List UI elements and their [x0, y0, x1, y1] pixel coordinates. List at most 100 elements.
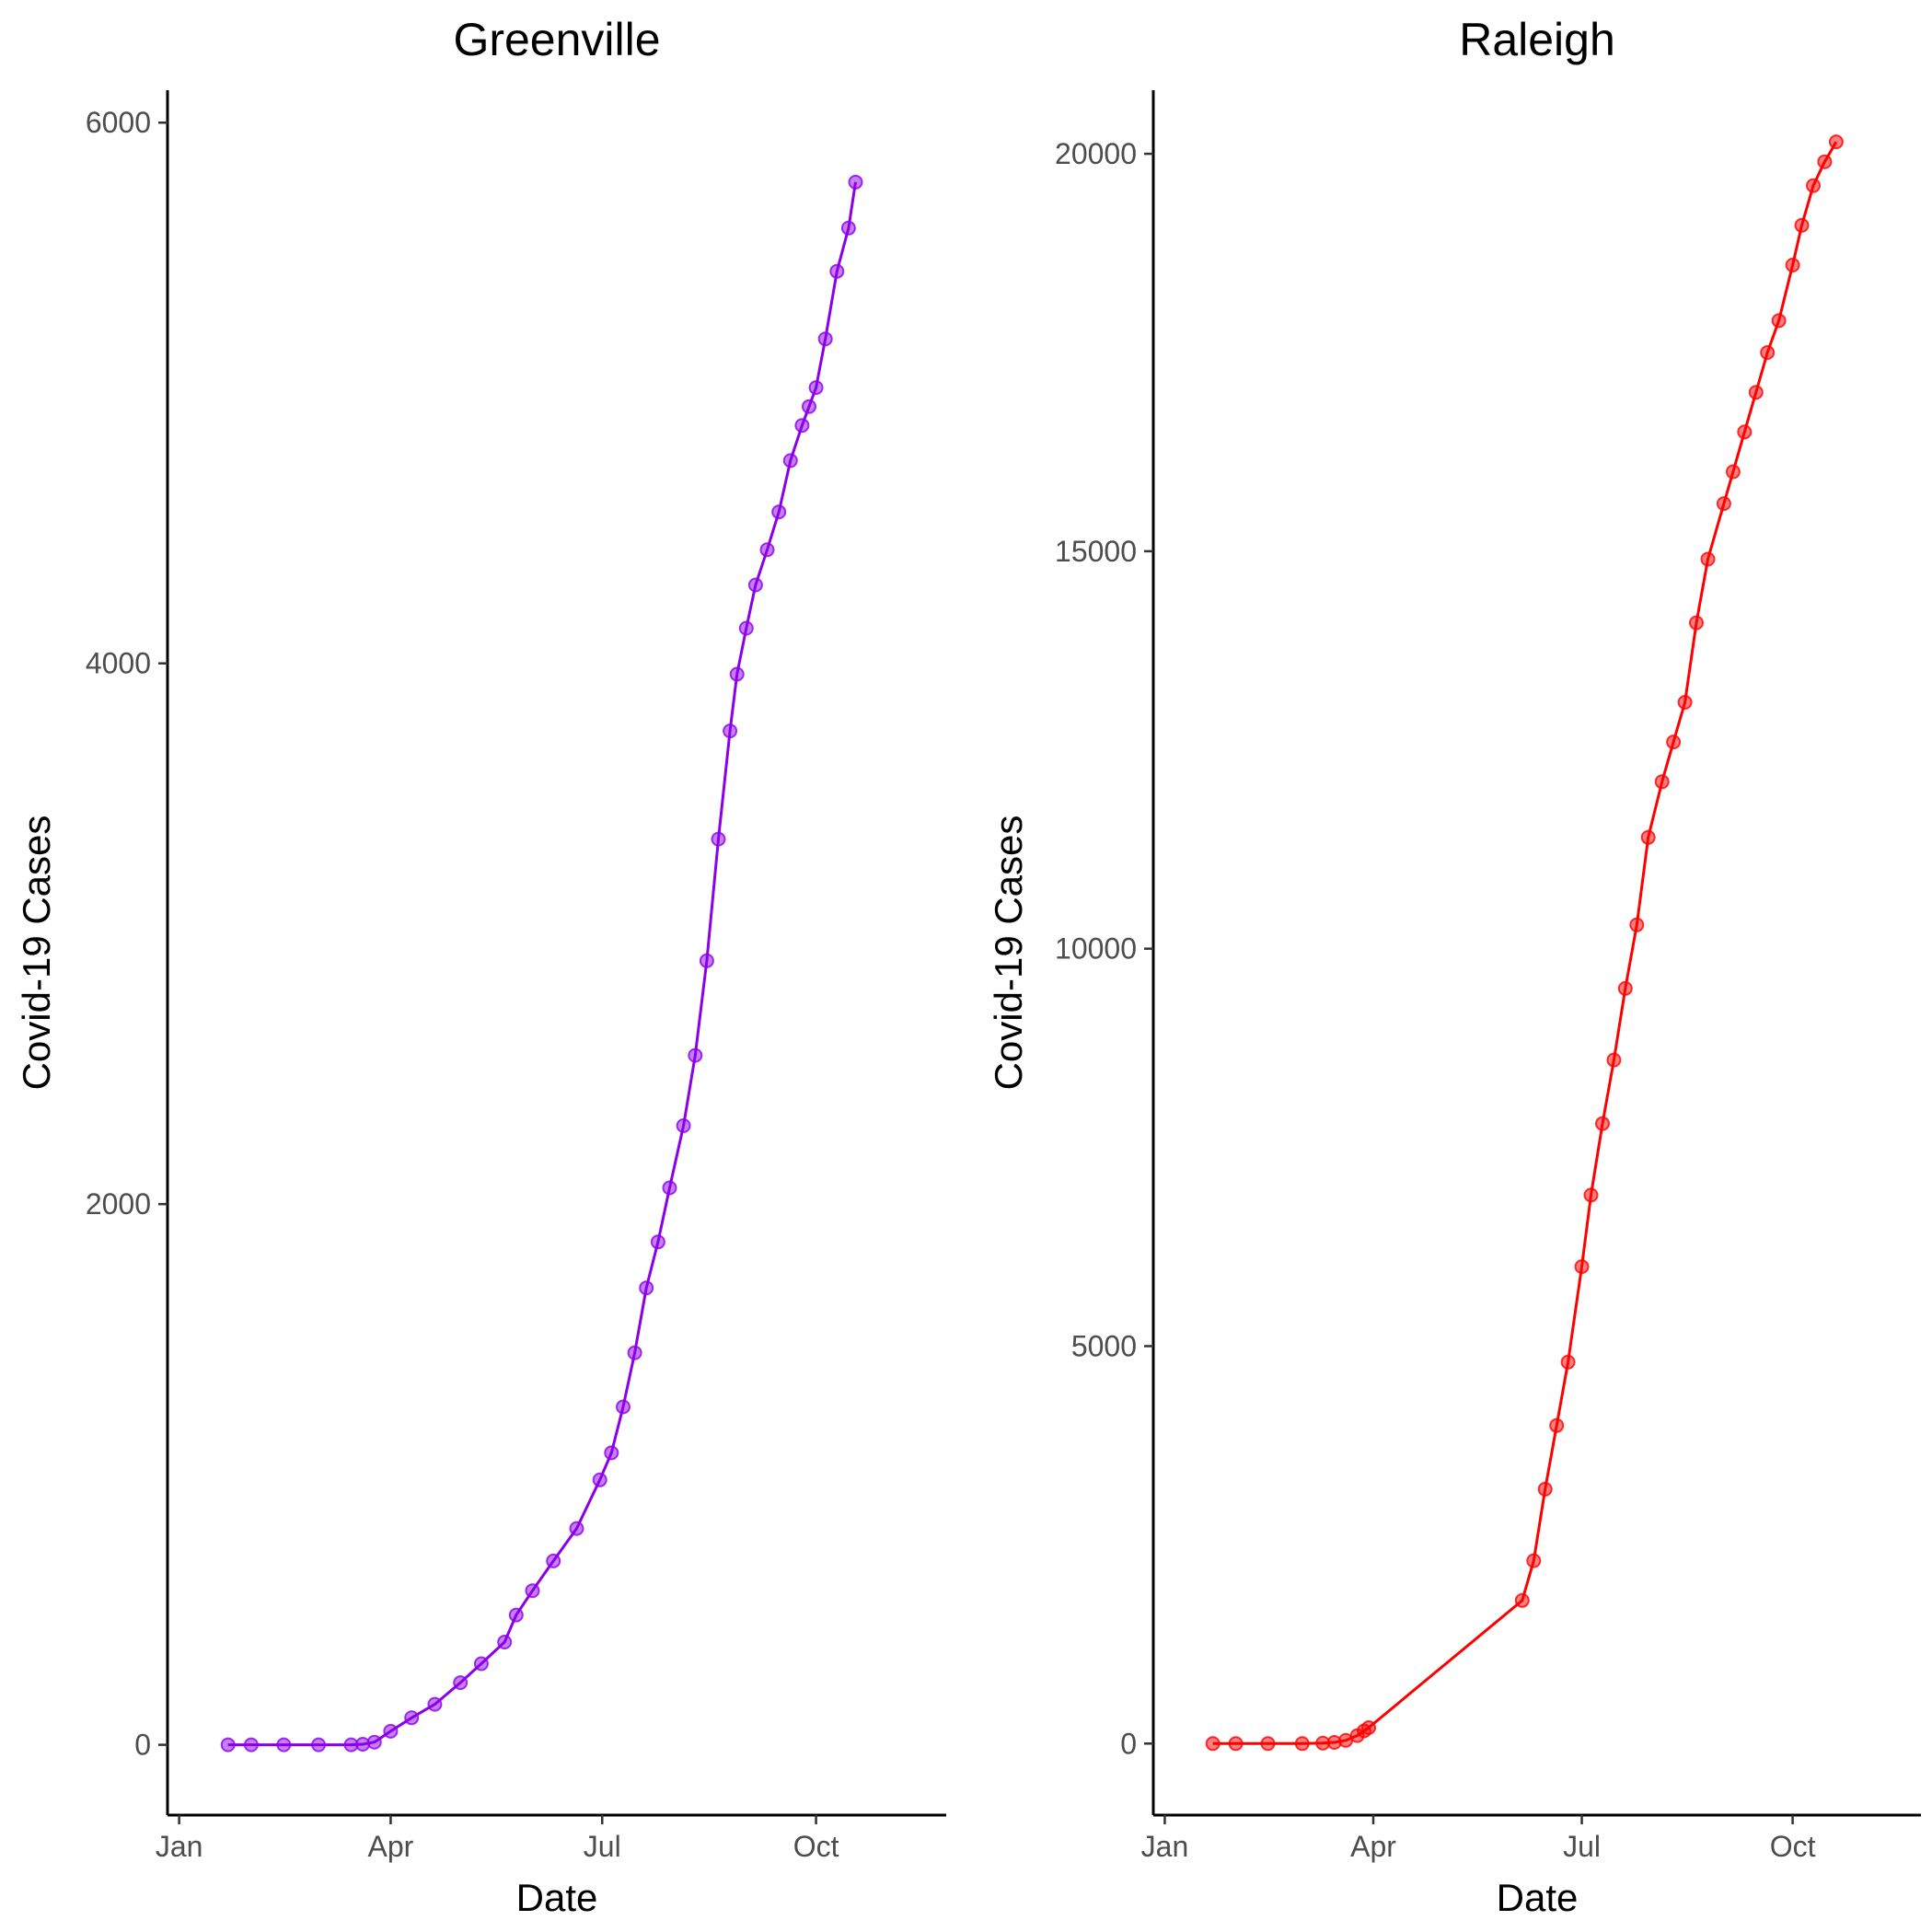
- data-point: [729, 666, 745, 682]
- data-point: [220, 1737, 236, 1753]
- data-point: [497, 1635, 513, 1649]
- data-point: [817, 331, 833, 347]
- data-point: [1595, 1116, 1610, 1131]
- plot-area-greenville: 0 2000 4000 6000 Jan Apr Jul Oct: [86, 90, 946, 1863]
- data-point: [1583, 1187, 1599, 1203]
- data-point: [1794, 217, 1810, 233]
- data-point: [794, 418, 810, 434]
- data-point: [1737, 424, 1753, 440]
- data-point: [808, 380, 824, 396]
- x-tick-label: Jan: [156, 1830, 203, 1863]
- data-point: [1260, 1736, 1276, 1752]
- data-point: [311, 1737, 327, 1753]
- data-point: [546, 1553, 561, 1568]
- data-point: [829, 263, 845, 279]
- y-tick-label: 0: [1120, 1727, 1137, 1760]
- data-point: [355, 1737, 371, 1752]
- data-point: [738, 620, 754, 636]
- series-line: [227, 181, 857, 1747]
- x-axis-label: Date: [516, 1876, 598, 1919]
- data-point: [616, 1399, 631, 1415]
- data-point: [1689, 615, 1704, 631]
- x-tick-label: Jul: [584, 1830, 621, 1863]
- data-point: [1640, 829, 1656, 845]
- data-point: [525, 1583, 540, 1599]
- data-point: [1629, 917, 1645, 932]
- data-point: [747, 577, 763, 593]
- x-tick-label: Oct: [793, 1830, 839, 1863]
- y-tick-label: 2000: [86, 1187, 151, 1221]
- data-point: [711, 831, 726, 847]
- data-point: [1725, 464, 1741, 480]
- data-point: [1549, 1417, 1565, 1433]
- data-point: [1537, 1481, 1553, 1497]
- chart-title: Greenville: [453, 14, 660, 65]
- panel-raleigh: Raleigh 0 5000 10000 15000 20000 Jan Apr Jul Oct…: [987, 14, 1921, 1919]
- data-point: [1760, 345, 1776, 360]
- panel-greenville: Greenville 0 2000 4000 6000 Jan Apr Jul Oct Dat…: [15, 14, 946, 1919]
- data-point: [1361, 1720, 1376, 1735]
- data-point: [1771, 313, 1787, 329]
- y-axis-label: Covid-19 Cases: [15, 816, 58, 1091]
- data-point: [639, 1280, 654, 1296]
- data-point: [569, 1521, 584, 1536]
- x-tick-label: Oct: [1770, 1830, 1816, 1863]
- x-axis-label: Date: [1497, 1876, 1579, 1919]
- x-tick-label: Jan: [1141, 1830, 1189, 1863]
- data-point: [404, 1710, 420, 1726]
- data-point: [759, 542, 775, 558]
- data-point: [840, 220, 856, 236]
- data-point: [1654, 774, 1670, 790]
- data-point: [699, 953, 714, 968]
- x-tick-label: Jul: [1563, 1830, 1601, 1863]
- x-tick-label: Apr: [368, 1830, 414, 1863]
- data-point: [1514, 1592, 1530, 1608]
- data-point: [1617, 980, 1633, 996]
- data-point: [1205, 1736, 1221, 1752]
- data-point: [676, 1118, 691, 1133]
- data-point: [1806, 178, 1821, 193]
- data-point: [1560, 1354, 1576, 1370]
- data-point: [592, 1472, 607, 1487]
- data-point: [848, 174, 863, 190]
- data-point: [1294, 1736, 1310, 1752]
- y-tick-label: 4000: [86, 647, 151, 680]
- data-point: [1606, 1052, 1622, 1068]
- y-tick-label: 15000: [1055, 535, 1137, 568]
- data-point: [1817, 154, 1833, 169]
- data-point: [782, 453, 798, 469]
- data-point: [1748, 385, 1764, 400]
- data-point: [771, 504, 787, 520]
- data-point: [650, 1234, 665, 1250]
- y-tick-label: 5000: [1071, 1329, 1137, 1362]
- data-point: [1785, 258, 1800, 272]
- data-point: [1828, 134, 1844, 150]
- series-line: [1212, 141, 1838, 1745]
- y-tick-label: 0: [134, 1729, 151, 1762]
- data-point: [276, 1737, 292, 1753]
- data-point: [688, 1047, 703, 1063]
- data-point: [1716, 496, 1731, 512]
- data-point: [802, 399, 816, 414]
- data-point: [508, 1607, 524, 1623]
- chart-title: Raleigh: [1459, 14, 1615, 65]
- data-point: [1677, 695, 1693, 710]
- data-point: [662, 1180, 677, 1196]
- plot-area-raleigh: 0 5000 10000 15000 20000 Jan Apr Jul Oct: [1055, 90, 1921, 1863]
- data-point: [627, 1345, 642, 1360]
- data-point: [1526, 1553, 1542, 1568]
- data-point: [243, 1737, 259, 1753]
- y-tick-label: 10000: [1055, 932, 1137, 966]
- data-point: [383, 1723, 399, 1739]
- data-point: [1666, 735, 1682, 750]
- data-point: [453, 1675, 469, 1691]
- data-point: [723, 723, 738, 739]
- data-point: [1228, 1736, 1244, 1752]
- data-point: [1700, 551, 1716, 567]
- data-point: [604, 1445, 619, 1461]
- y-tick-label: 20000: [1055, 137, 1137, 170]
- data-point: [473, 1656, 489, 1672]
- y-axis-label: Covid-19 Cases: [987, 816, 1030, 1091]
- y-tick-label: 6000: [86, 106, 151, 139]
